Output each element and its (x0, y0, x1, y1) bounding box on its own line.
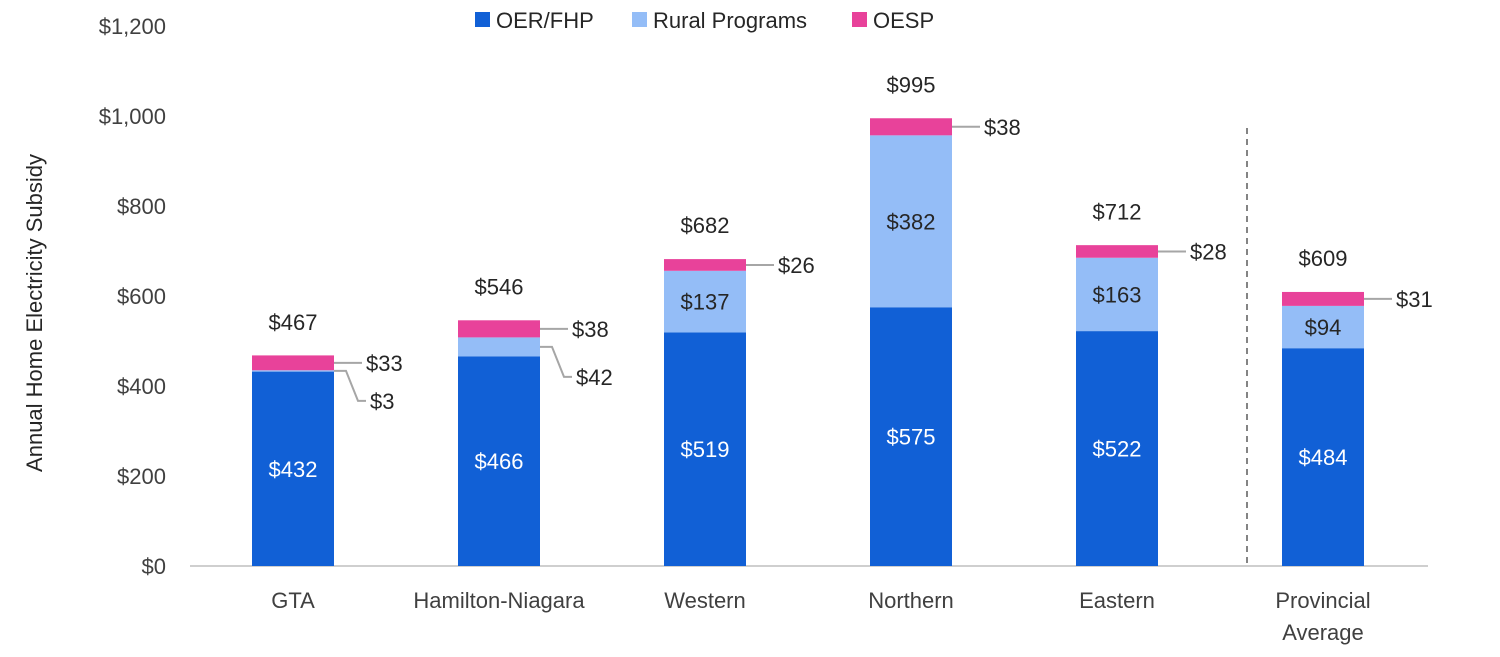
data-label: $28 (1190, 239, 1227, 264)
legend-swatch-1 (632, 12, 647, 27)
total-label: $546 (475, 274, 524, 299)
data-label: $163 (1093, 282, 1142, 307)
x-category-line: Eastern (1079, 588, 1155, 613)
bar-segment-2 (870, 118, 952, 136)
legend-label-2: OESP (873, 8, 934, 33)
data-label: $38 (984, 115, 1021, 140)
y-tick-label: $1,200 (99, 14, 166, 39)
x-axis-categories: GTA Hamilton-Niagara Western Northern Easter… (271, 588, 1370, 645)
data-label: $31 (1396, 287, 1433, 312)
bar-segment-1 (870, 135, 952, 308)
total-label: $609 (1299, 246, 1348, 271)
data-label: $522 (1093, 437, 1142, 462)
total-label: $467 (269, 310, 318, 335)
data-label: $137 (681, 290, 730, 315)
x-category-line: Provincial (1275, 588, 1370, 613)
data-label: $3 (370, 389, 394, 414)
bar-segment-2 (1282, 291, 1364, 306)
bar-segment-0 (870, 307, 952, 566)
x-category-label: Western (664, 588, 746, 613)
x-category-label: Hamilton-Niagara (413, 588, 585, 613)
data-label: $432 (269, 457, 318, 482)
y-tick-label: $400 (117, 374, 166, 399)
callout-line (334, 369, 366, 402)
x-category-line: Northern (868, 588, 954, 613)
x-category-label: Provincial Average (1275, 588, 1370, 645)
y-tick-label: $600 (117, 284, 166, 309)
data-label: $33 (366, 351, 403, 376)
y-tick-label: $1,000 (99, 104, 166, 129)
bar-segment-1 (252, 370, 334, 372)
y-axis-ticks: $0 $200 $400 $600 $800 $1,000 $1,200 (99, 14, 166, 579)
y-tick-label: $200 (117, 464, 166, 489)
bar-segment-0 (458, 356, 540, 566)
bar-segment-0 (664, 332, 746, 566)
data-label: $26 (778, 253, 815, 278)
bar-segment-0 (1282, 348, 1364, 566)
legend-label-1: Rural Programs (653, 8, 807, 33)
x-category-label: Eastern (1079, 588, 1155, 613)
data-label: $466 (475, 449, 524, 474)
legend-label-0: OER/FHP (496, 8, 594, 33)
data-label: $94 (1305, 315, 1342, 340)
y-tick-label: $800 (117, 194, 166, 219)
bar-segment-1 (1282, 305, 1364, 349)
bar-segment-1 (1076, 257, 1158, 332)
legend: OER/FHP Rural Programs OESP (475, 8, 934, 33)
data-label: $38 (572, 317, 609, 342)
data-label: $382 (887, 209, 936, 234)
legend-swatch-0 (475, 12, 490, 27)
x-category-line: Average (1282, 620, 1364, 645)
total-label: $712 (1093, 200, 1142, 225)
data-label: $484 (1299, 445, 1348, 470)
total-label: $995 (887, 72, 936, 97)
x-category-label: GTA (271, 588, 315, 613)
x-category-line: Hamilton-Niagara (413, 588, 585, 613)
bar-segment-2 (1076, 245, 1158, 258)
bar-segment-2 (252, 355, 334, 371)
bar-segment-2 (664, 259, 746, 271)
bar-segment-1 (664, 270, 746, 333)
y-axis-title: Annual Home Electricity Subsidy (22, 154, 47, 472)
bar-segment-2 (458, 320, 540, 338)
data-label: $575 (887, 425, 936, 450)
total-label: $682 (681, 213, 730, 238)
data-label: $42 (576, 365, 613, 390)
bar-segment-1 (458, 337, 540, 357)
x-category-line: GTA (271, 588, 315, 613)
x-category-label: Northern (868, 588, 954, 613)
y-tick-label: $0 (142, 554, 166, 579)
legend-swatch-2 (852, 12, 867, 27)
callout-line (540, 345, 572, 378)
bars: $432 $3 $33 $467 $466 $42 $38 $546 $519 $137 $26 $6… (252, 72, 1433, 566)
data-label: $519 (681, 437, 730, 462)
x-category-line: Western (664, 588, 746, 613)
bar-segment-0 (252, 371, 334, 566)
bar-segment-0 (1076, 331, 1158, 566)
